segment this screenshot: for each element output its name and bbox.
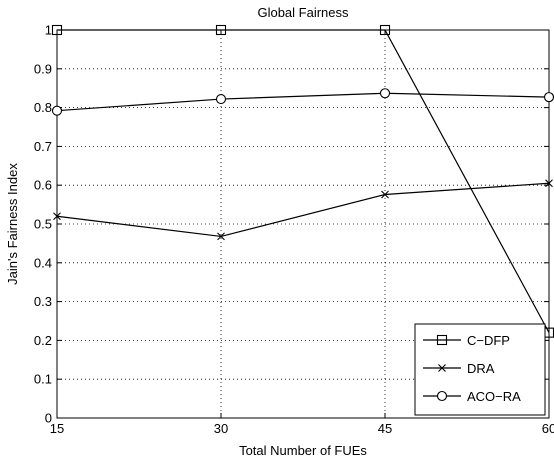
data-point: [543, 92, 554, 103]
x-tick-label: 30: [214, 421, 228, 436]
data-point: [51, 105, 63, 116]
y-tick-label: 0.2: [34, 333, 52, 348]
data-point: [545, 179, 553, 188]
legend-marker: [436, 334, 448, 346]
legend-item: C−DFP: [423, 333, 510, 348]
y-tick-label: 0.9: [34, 61, 52, 76]
legend-item: ACO−RA: [423, 389, 521, 404]
chart-title: Global Fairness: [257, 5, 349, 20]
y-tick-label: 1: [45, 23, 52, 38]
series-line: [56, 92, 550, 112]
y-tick-label: 0.8: [34, 100, 52, 115]
data-point: [215, 94, 227, 105]
data-point: [217, 232, 225, 241]
legend-label: DRA: [467, 361, 495, 376]
series-line: [57, 29, 550, 333]
series-layer: [51, 24, 554, 338]
y-tick-label: 0: [45, 411, 52, 426]
legend-box: [414, 323, 546, 416]
y-tick-label: 0.6: [34, 178, 52, 193]
y-tick-label: 0.3: [34, 294, 52, 309]
series-x: [53, 179, 553, 241]
x-tick-label: 60: [542, 421, 554, 436]
y-tick-label: 0.5: [34, 217, 52, 232]
legend-marker: [438, 364, 446, 372]
x-tick-label: 15: [50, 421, 64, 436]
legend-label: C−DFP: [467, 333, 510, 348]
series-square: [51, 24, 554, 338]
series-circle: [51, 88, 554, 116]
data-point: [379, 88, 391, 99]
x-axis-label: Total Number of FUEs: [239, 443, 367, 458]
legend-item: DRA: [423, 361, 495, 376]
legend-label: ACO−RA: [467, 389, 521, 404]
y-tick-label: 0.4: [34, 255, 52, 270]
ticks: 15 30 45 60 0 0.1 0.2 0.3 0.4 0.5 0.6 0.7 0.8 0.9 1: [34, 23, 554, 437]
data-point: [53, 212, 61, 221]
legend: C−DFP DRA ACO−RA: [414, 323, 546, 416]
series-line: [56, 182, 550, 238]
data-point: [51, 24, 63, 36]
y-axis-label: Jain's Fairness Index: [5, 163, 20, 285]
x-tick-label: 45: [378, 421, 392, 436]
data-point: [379, 24, 391, 36]
data-point: [215, 24, 227, 36]
data-point: [381, 190, 389, 199]
y-tick-label: 0.1: [34, 372, 52, 387]
y-tick-label: 0.7: [34, 139, 52, 154]
legend-marker: [436, 390, 448, 402]
